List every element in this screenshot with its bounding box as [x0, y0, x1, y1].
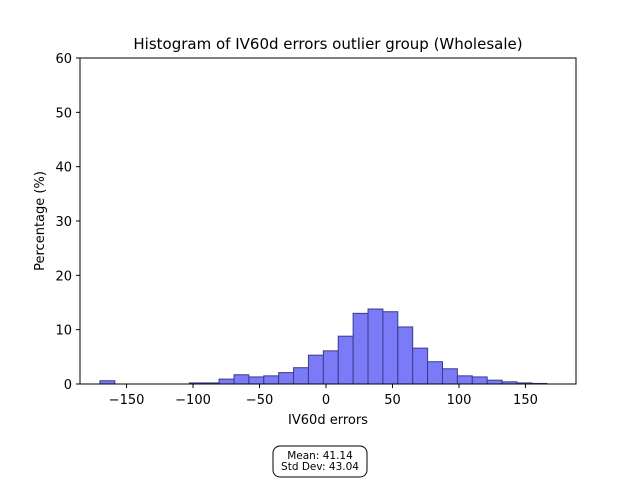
histogram-bar [456, 375, 473, 385]
y-tick-label: 10 [55, 324, 72, 339]
histogram-bar [397, 326, 414, 385]
y-tick-label: 30 [55, 215, 72, 230]
histogram-bar [322, 350, 339, 385]
x-tick-label: −50 [246, 393, 273, 408]
chart-title: Histogram of IV60d errors outlier group … [133, 35, 522, 53]
histogram-bar [307, 354, 324, 385]
histogram-bar [412, 347, 429, 385]
x-tick-label: −150 [109, 393, 145, 408]
stats-box: Mean: 41.14 Std Dev: 43.04 [272, 445, 368, 478]
y-tick-label: 0 [64, 378, 72, 393]
histogram-bar [218, 378, 235, 385]
x-axis-ticks: −150 −100 −50 0 50 100 150 [109, 384, 538, 408]
histogram-bar [486, 379, 503, 385]
histogram-bars [99, 308, 548, 385]
histogram-bar [337, 335, 354, 385]
x-tick-label: 150 [513, 393, 538, 408]
x-axis-label: IV60d errors [288, 413, 368, 428]
histogram-bar [263, 375, 280, 385]
histogram-bar [382, 311, 399, 385]
y-tick-label: 60 [55, 52, 72, 67]
histogram-bar [471, 376, 488, 385]
stats-std-dev: Std Dev: 43.04 [281, 461, 359, 473]
stats-box-frame [272, 445, 368, 478]
histogram-bar [441, 368, 458, 385]
y-tick-label: 20 [55, 269, 72, 284]
x-tick-label: 0 [322, 393, 330, 408]
stats-mean: Mean: 41.14 [287, 450, 353, 462]
x-tick-label: 100 [447, 393, 472, 408]
histogram-bar [352, 312, 369, 385]
histogram-bar [248, 376, 265, 385]
y-axis-ticks: 0 10 20 30 40 50 60 [55, 52, 80, 393]
histogram-bar [233, 374, 250, 385]
x-tick-label: −100 [175, 393, 211, 408]
y-tick-label: 40 [55, 161, 72, 176]
histogram-bar [278, 372, 295, 385]
x-tick-label: 50 [384, 393, 401, 408]
plot-frame [79, 57, 577, 385]
histogram-bar [427, 361, 443, 385]
y-tick-label: 50 [55, 106, 72, 121]
histogram-bar [293, 367, 309, 385]
y-axis-label: Percentage (%) [33, 171, 48, 271]
histogram-bar [367, 308, 384, 385]
